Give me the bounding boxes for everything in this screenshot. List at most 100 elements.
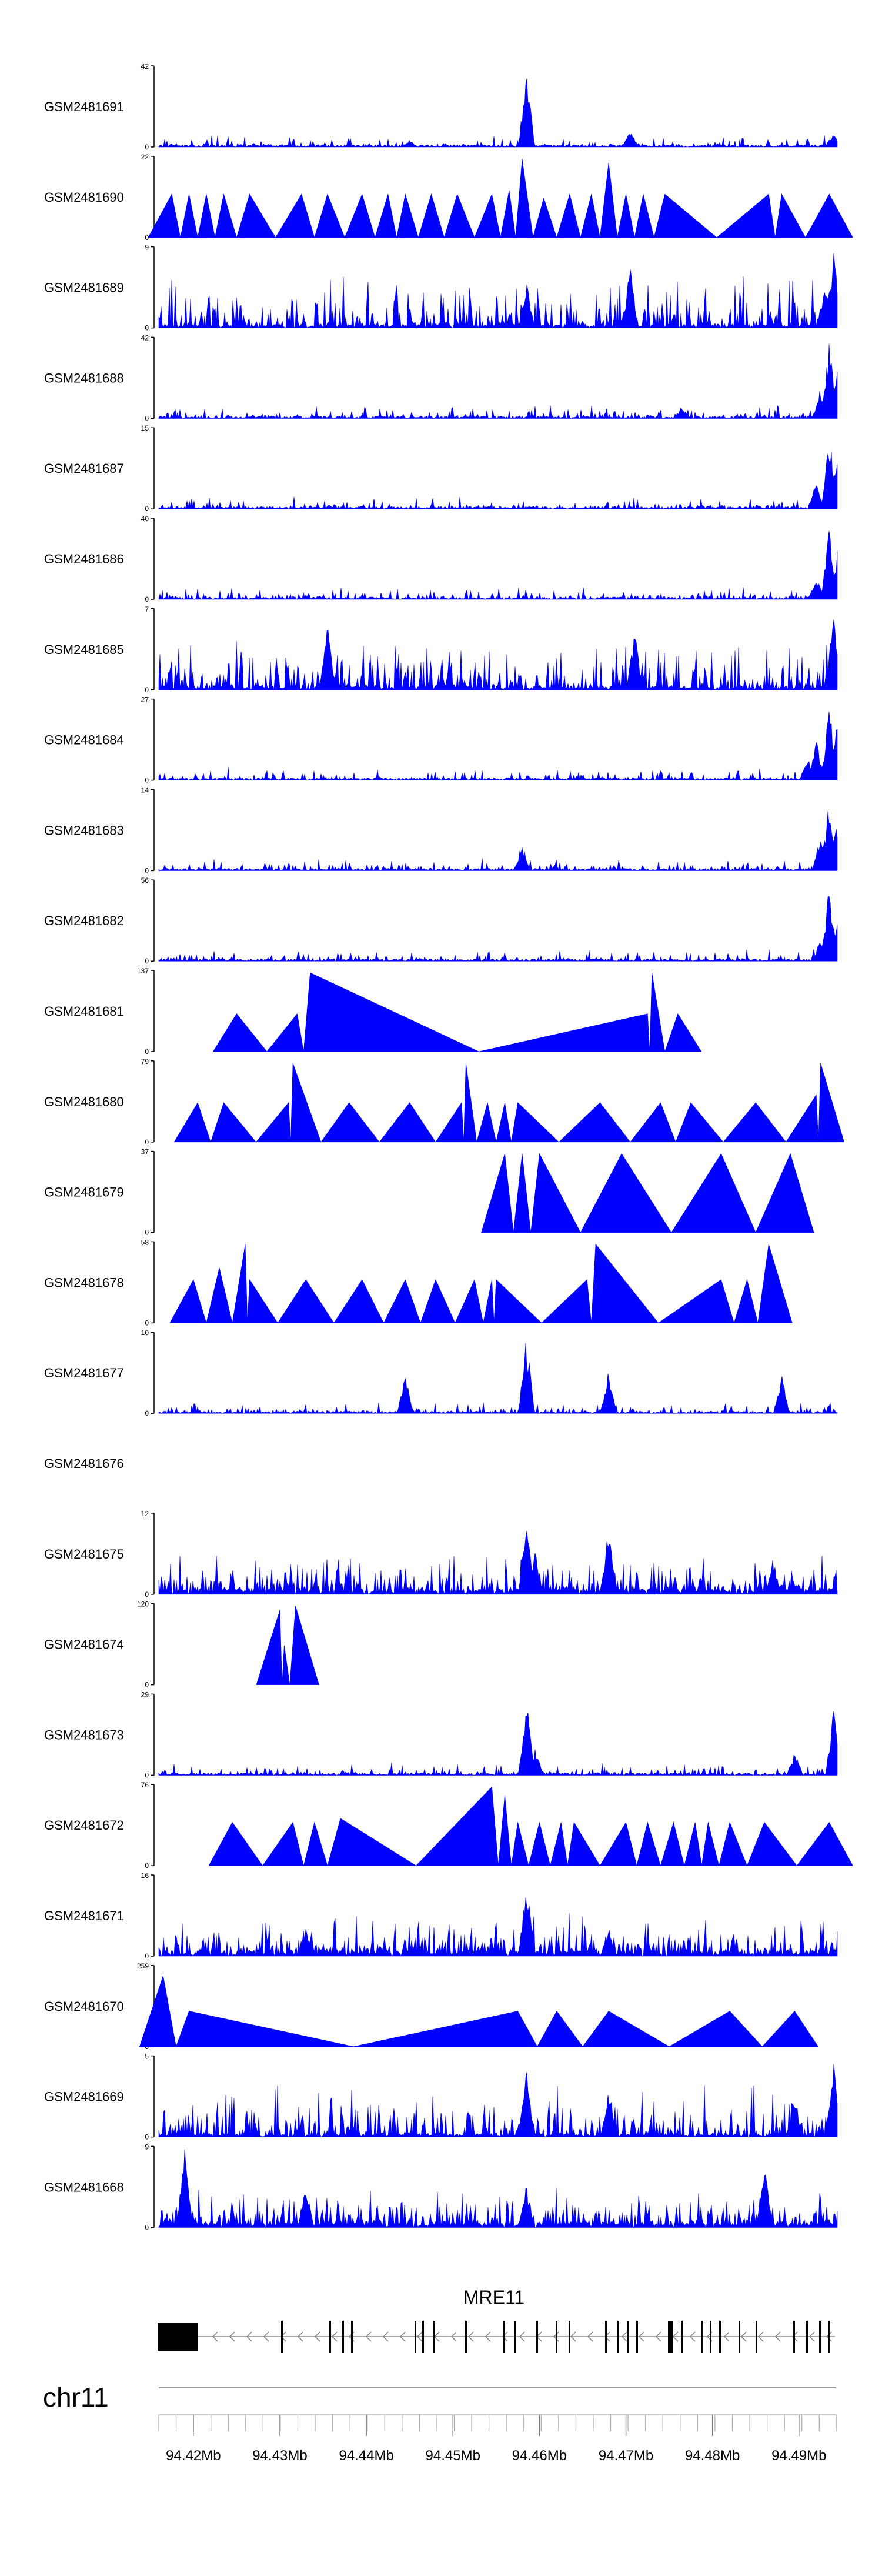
y-max-label: 42 bbox=[141, 333, 149, 342]
coverage-area bbox=[158, 1343, 838, 1414]
exon bbox=[342, 2321, 344, 2353]
track-label: GSM2481678 bbox=[44, 1275, 124, 1290]
track-label: GSM2481673 bbox=[44, 1727, 124, 1742]
exon bbox=[422, 2321, 424, 2353]
strand-arrow-icon bbox=[451, 2331, 457, 2342]
track-label: GSM2481670 bbox=[44, 1999, 124, 2014]
x-tick-label: 94.45Mb bbox=[426, 2448, 480, 2464]
y-min-label: 0 bbox=[145, 595, 149, 603]
track-gsm2481685: GSM2481685 7 0 bbox=[44, 605, 838, 694]
coverage-area bbox=[158, 2149, 838, 2228]
strand-arrow-icon bbox=[417, 2331, 423, 2342]
strand-arrow-icon bbox=[775, 2331, 781, 2342]
exon bbox=[756, 2321, 757, 2353]
y-min-label: 0 bbox=[145, 414, 149, 422]
track-gsm2481679: GSM2481679 37 0 bbox=[44, 1148, 814, 1237]
y-max-label: 7 bbox=[145, 605, 149, 613]
y-max-label: 22 bbox=[141, 153, 149, 161]
x-tick-label: 94.48Mb bbox=[685, 2448, 740, 2464]
strand-arrow-icon bbox=[519, 2331, 525, 2342]
exon bbox=[569, 2321, 570, 2353]
track-gsm2481690: GSM2481690 22 0 bbox=[44, 153, 853, 242]
exon bbox=[465, 2321, 467, 2353]
coverage-area bbox=[173, 1063, 845, 1143]
coverage-area bbox=[158, 1711, 838, 1776]
coverage-area bbox=[148, 158, 853, 238]
exon bbox=[636, 2321, 638, 2353]
track-gsm2481686: GSM2481686 40 0 bbox=[44, 515, 838, 603]
x-tick-label: 94.49Mb bbox=[771, 2448, 826, 2464]
strand-arrow-icon bbox=[826, 2331, 832, 2342]
track-gsm2481671: GSM2481671 16 0 bbox=[44, 1871, 838, 1960]
coverage-area bbox=[158, 253, 838, 329]
track-label: GSM2481674 bbox=[44, 1637, 124, 1652]
y-max-label: 76 bbox=[141, 1781, 149, 1789]
strand-arrow-icon bbox=[570, 2331, 576, 2342]
exon bbox=[710, 2321, 711, 2353]
coverage-area bbox=[256, 1606, 319, 1685]
y-max-label: 10 bbox=[141, 1329, 149, 1337]
y-max-label: 40 bbox=[141, 515, 149, 523]
strand-arrow-icon bbox=[587, 2331, 593, 2342]
track-label: GSM2481688 bbox=[44, 371, 124, 385]
y-max-label: 12 bbox=[141, 1510, 149, 1518]
strand-arrow-icon bbox=[622, 2331, 627, 2342]
track-gsm2481687: GSM2481687 15 0 bbox=[44, 424, 838, 513]
track-label: GSM2481679 bbox=[44, 1185, 124, 1200]
y-max-label: 120 bbox=[137, 1600, 149, 1609]
exon bbox=[627, 2321, 629, 2353]
y-max-label: 9 bbox=[145, 243, 149, 252]
coverage-area bbox=[481, 1153, 814, 1233]
exon bbox=[605, 2321, 607, 2353]
strand-arrow-icon bbox=[758, 2331, 764, 2342]
exon bbox=[281, 2321, 283, 2353]
exon-utr bbox=[158, 2323, 198, 2351]
y-min-label: 0 bbox=[145, 1229, 149, 1237]
track-gsm2481676: GSM2481676 bbox=[44, 1456, 124, 1471]
y-max-label: 14 bbox=[141, 786, 149, 794]
track-gsm2481682: GSM2481682 56 0 bbox=[44, 876, 838, 965]
y-max-label: 9 bbox=[145, 2143, 149, 2151]
exon bbox=[828, 2321, 830, 2353]
strand-arrow-icon bbox=[690, 2331, 696, 2342]
coverage-area bbox=[158, 78, 838, 148]
coverage-area bbox=[158, 2064, 838, 2138]
strand-arrow-icon bbox=[809, 2331, 815, 2342]
gene-model: MRE11 bbox=[158, 2287, 835, 2353]
exon bbox=[701, 2321, 703, 2353]
strand-arrow-icon bbox=[639, 2331, 644, 2342]
strand-arrow-icon bbox=[332, 2331, 338, 2342]
exon bbox=[556, 2321, 557, 2353]
x-tick-label: 94.46Mb bbox=[512, 2448, 567, 2464]
track-gsm2481689: GSM2481689 9 0 bbox=[44, 243, 838, 332]
exon bbox=[668, 2321, 673, 2353]
y-max-label: 37 bbox=[141, 1148, 149, 1156]
strand-arrow-icon bbox=[400, 2331, 406, 2342]
exon bbox=[806, 2321, 808, 2353]
track-label: GSM2481682 bbox=[44, 913, 124, 928]
strand-arrow-icon bbox=[656, 2331, 662, 2342]
strand-arrow-icon bbox=[792, 2331, 798, 2342]
y-min-label: 0 bbox=[145, 1138, 149, 1146]
coverage-area bbox=[208, 1786, 853, 1867]
x-tick-label: 94.43Mb bbox=[252, 2448, 307, 2464]
x-tick-label: 94.42Mb bbox=[166, 2448, 220, 2464]
y-max-label: 58 bbox=[141, 1238, 149, 1246]
strand-arrow-icon bbox=[366, 2331, 372, 2342]
y-min-label: 0 bbox=[145, 505, 149, 513]
track-label: GSM2481675 bbox=[44, 1547, 124, 1561]
coverage-area bbox=[158, 811, 838, 872]
track-label: GSM2481676 bbox=[44, 1456, 124, 1471]
track-gsm2481691: GSM2481691 42 0 bbox=[44, 62, 838, 151]
track-label: GSM2481691 bbox=[44, 99, 124, 114]
strand-arrow-icon bbox=[229, 2331, 235, 2342]
exon bbox=[433, 2321, 435, 2353]
exon bbox=[351, 2321, 353, 2353]
chromosome-axis: chr11 94.42Mb 94.43Mb 94.44Mb 94.45Mb 94.46Mb… bbox=[43, 2382, 837, 2464]
y-min-label: 0 bbox=[145, 143, 149, 151]
y-min-label: 0 bbox=[145, 866, 149, 875]
track-label: GSM2481669 bbox=[44, 2090, 124, 2104]
strand-arrow-icon bbox=[383, 2331, 389, 2342]
coverage-area bbox=[212, 972, 702, 1052]
